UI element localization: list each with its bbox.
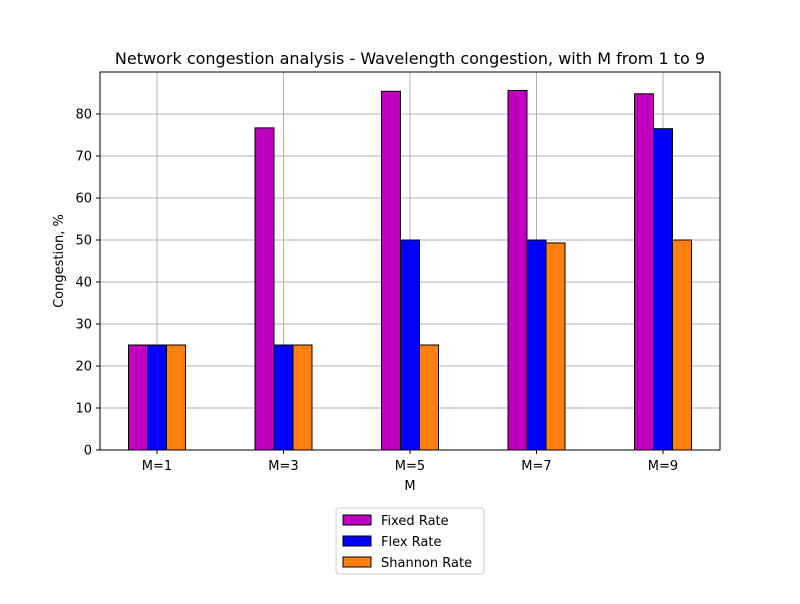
- bar-fixed-rate-m9: [634, 93, 654, 451]
- y-tick-label: 30: [75, 318, 92, 333]
- bar-flex-rate-m9: [653, 128, 673, 451]
- bar-fixed-rate-m7: [507, 89, 528, 451]
- legend-label: Fixed Rate: [381, 514, 449, 529]
- legend-box: [335, 507, 485, 575]
- x-axis-ticks: M=1 M=3 M=5 M=7 M=9: [142, 450, 678, 474]
- legend-swatch: [342, 514, 372, 526]
- y-tick-label: 40: [75, 276, 92, 291]
- bar-shannon-rate-m1: [166, 344, 186, 451]
- x-tick-label: M=5: [395, 459, 425, 474]
- y-axis-label: Congestion, %: [52, 214, 67, 308]
- chart-title: Network congestion analysis - Wavelength…: [115, 49, 705, 68]
- bar-flex-rate-m5: [400, 239, 420, 451]
- y-tick-label: 10: [75, 402, 92, 417]
- bar-flex-rate-m3: [273, 344, 294, 451]
- legend-label: Shannon Rate: [381, 556, 472, 571]
- bar-fixed-rate-m5: [381, 90, 401, 451]
- x-tick-label: M=1: [142, 459, 172, 474]
- legend-label: Flex Rate: [381, 535, 442, 550]
- x-tick-label: M=7: [521, 459, 551, 474]
- bar-flex-rate-m7: [526, 239, 547, 451]
- y-tick-label: 0: [84, 444, 92, 459]
- legend-swatch: [342, 556, 372, 568]
- bar-shannon-rate-m5: [419, 344, 439, 451]
- bar-shannon-rate-m9: [672, 239, 692, 451]
- bar-fixed-rate-m3: [254, 127, 275, 451]
- legend-swatch: [342, 535, 372, 547]
- x-tick-label: M=9: [648, 459, 678, 474]
- legend: Fixed Rate Flex Rate Shannon Rate: [335, 507, 485, 575]
- x-tick-label: M=3: [268, 459, 298, 474]
- x-axis-label: M: [404, 479, 415, 494]
- y-tick-label: 80: [75, 108, 92, 123]
- bar-shannon-rate-m7: [545, 242, 566, 451]
- y-tick-label: 60: [75, 192, 92, 207]
- y-tick-label: 70: [75, 150, 92, 165]
- bar-shannon-rate-m3: [292, 344, 313, 451]
- y-axis-ticks: 0 10 20 30 40 50 60 70 80: [75, 108, 100, 459]
- bar-flex-rate-m1: [147, 344, 167, 451]
- bar-fixed-rate-m1: [128, 344, 148, 451]
- y-tick-label: 20: [75, 360, 92, 375]
- y-tick-label: 50: [75, 234, 92, 249]
